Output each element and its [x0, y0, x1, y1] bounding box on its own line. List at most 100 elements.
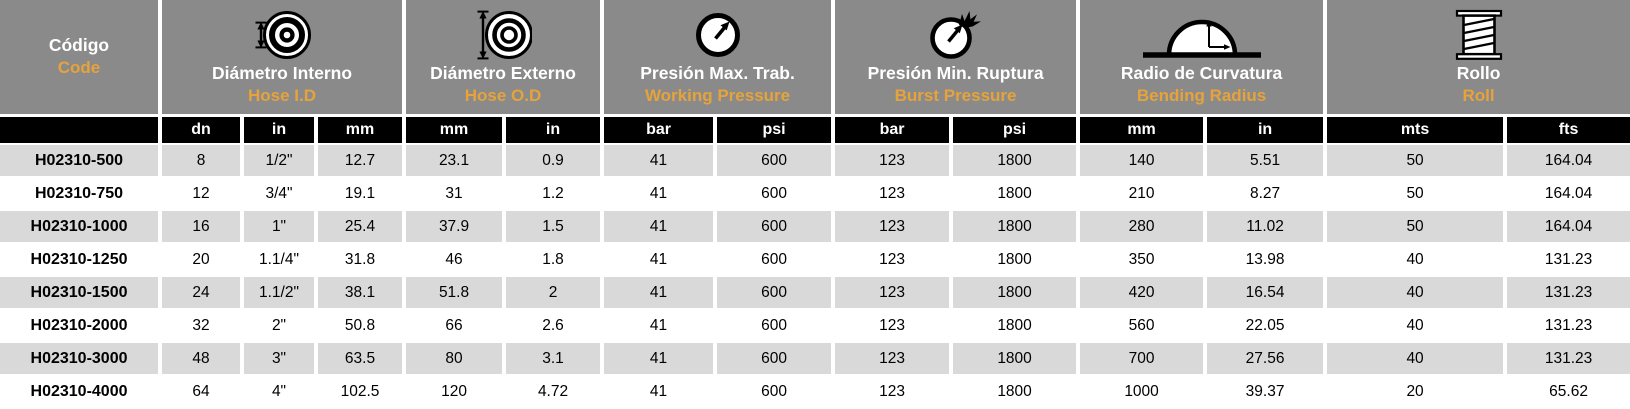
unit-cell-6-bar: bar — [604, 117, 718, 145]
value-cell: 1800 — [953, 178, 1081, 211]
header-label-en: Bending Radius — [1136, 85, 1267, 105]
value-cell: 560 — [1080, 310, 1208, 343]
burst-gauge-icon — [928, 8, 984, 62]
value-cell: 31 — [406, 178, 507, 211]
table-row: H02310-750 12 3/4" 19.1 31 1.2 41 600 123 1800 210… — [0, 178, 1630, 211]
value-cell: 51.8 — [406, 277, 507, 310]
product-code: H02310-750 — [0, 178, 162, 211]
value-cell: 39.37 — [1207, 376, 1328, 409]
value-cell: 31.8 — [318, 244, 407, 277]
value-cell: 420 — [1080, 277, 1208, 310]
product-code: H02310-1500 — [0, 277, 162, 310]
header-group-working-pressure: Presión Max. Trab. Working Pressure — [604, 0, 836, 117]
value-cell: 1.1/4" — [244, 244, 318, 277]
header-label-en: Working Pressure — [644, 85, 791, 105]
value-cell: 46 — [406, 244, 507, 277]
unit-cell-7-psi: psi — [717, 117, 836, 145]
value-cell: 131.23 — [1507, 310, 1630, 343]
value-cell: 63.5 — [318, 343, 407, 376]
pressure-gauge-icon — [694, 8, 742, 62]
value-cell: 38.1 — [318, 277, 407, 310]
header-label-en: Hose I.D — [248, 85, 317, 105]
value-cell: 13.98 — [1207, 244, 1328, 277]
unit-cell-11-in: in — [1207, 117, 1328, 145]
product-code: H02310-1000 — [0, 211, 162, 244]
header-label-en: Burst Pressure — [894, 85, 1017, 105]
value-cell: 164.04 — [1507, 145, 1630, 178]
product-code: H02310-1250 — [0, 244, 162, 277]
header-group-burst-pressure: Presión Min. Ruptura Burst Pressure — [835, 0, 1081, 117]
value-cell: 1000 — [1080, 376, 1208, 409]
product-code: H02310-2000 — [0, 310, 162, 343]
value-cell: 64 — [162, 376, 244, 409]
hose-id-icon — [253, 8, 312, 62]
hose-od-icon — [474, 8, 533, 62]
product-code: H02310-500 — [0, 145, 162, 178]
value-cell: 0.9 — [506, 145, 605, 178]
value-cell: 600 — [717, 376, 836, 409]
unit-cell-10-mm: mm — [1080, 117, 1208, 145]
value-cell: 20 — [1327, 376, 1508, 409]
value-cell: 4" — [244, 376, 318, 409]
value-cell: 65.62 — [1507, 376, 1630, 409]
header-label-en: Hose O.D — [464, 85, 542, 105]
value-cell: 123 — [835, 310, 954, 343]
value-cell: 24 — [162, 277, 244, 310]
header-group-row: Código Code Diámetro Interno Hose I.D Diámet… — [0, 0, 1630, 117]
value-cell: 1.8 — [506, 244, 605, 277]
value-cell: 164.04 — [1507, 178, 1630, 211]
value-cell: 123 — [835, 343, 954, 376]
header-group-bending-radius: Radio de Curvatura Bending Radius — [1080, 0, 1328, 117]
value-cell: 12 — [162, 178, 244, 211]
header-label-es: Diámetro Externo — [430, 62, 576, 83]
header-label-en: Roll — [1462, 85, 1495, 105]
header-group-hose-o-d: Diámetro Externo Hose O.D — [406, 0, 605, 117]
header-group-roll: Rollo Roll — [1327, 0, 1630, 117]
value-cell: 131.23 — [1507, 277, 1630, 310]
value-cell: 48 — [162, 343, 244, 376]
value-cell: 600 — [717, 310, 836, 343]
value-cell: 41 — [604, 376, 718, 409]
value-cell: 40 — [1327, 343, 1508, 376]
value-cell: 350 — [1080, 244, 1208, 277]
value-cell: 1.2 — [506, 178, 605, 211]
header-label-en: Code — [57, 58, 101, 78]
unit-cell-8-bar: bar — [835, 117, 954, 145]
unit-row: dn in mm mm in bar psi bar psi mm in mts fts — [0, 117, 1630, 145]
value-cell: 66 — [406, 310, 507, 343]
value-cell: 8 — [162, 145, 244, 178]
table-row: H02310-1500 24 1.1/2" 38.1 51.8 2 41 600 123 1800… — [0, 277, 1630, 310]
value-cell: 41 — [604, 145, 718, 178]
value-cell: 11.02 — [1207, 211, 1328, 244]
value-cell: 20 — [162, 244, 244, 277]
value-cell: 3.1 — [506, 343, 605, 376]
value-cell: 32 — [162, 310, 244, 343]
value-cell: 40 — [1327, 244, 1508, 277]
header-label-es: Radio de Curvatura — [1120, 62, 1283, 83]
product-code: H02310-3000 — [0, 343, 162, 376]
value-cell: 1.1/2" — [244, 277, 318, 310]
value-cell: 23.1 — [406, 145, 507, 178]
value-cell: 131.23 — [1507, 244, 1630, 277]
table-row: H02310-1250 20 1.1/4" 31.8 46 1.8 41 600 123 1800… — [0, 244, 1630, 277]
header-label-es: Diámetro Interno — [212, 62, 353, 83]
value-cell: 2.6 — [506, 310, 605, 343]
table-row: H02310-1000 16 1" 25.4 37.9 1.5 41 600 123 1800 28… — [0, 211, 1630, 244]
header-label-es: Presión Min. Ruptura — [867, 62, 1044, 83]
value-cell: 600 — [717, 343, 836, 376]
value-cell: 50 — [1327, 178, 1508, 211]
value-cell: 50 — [1327, 145, 1508, 178]
value-cell: 123 — [835, 376, 954, 409]
value-cell: 80 — [406, 343, 507, 376]
unit-cell-4-mm: mm — [406, 117, 507, 145]
value-cell: 25.4 — [318, 211, 407, 244]
value-cell: 2" — [244, 310, 318, 343]
value-cell: 16 — [162, 211, 244, 244]
value-cell: 41 — [604, 343, 718, 376]
value-cell: 123 — [835, 244, 954, 277]
value-cell: 1800 — [953, 145, 1081, 178]
value-cell: 600 — [717, 178, 836, 211]
value-cell: 2 — [506, 277, 605, 310]
value-cell: 123 — [835, 178, 954, 211]
value-cell: 120 — [406, 376, 507, 409]
